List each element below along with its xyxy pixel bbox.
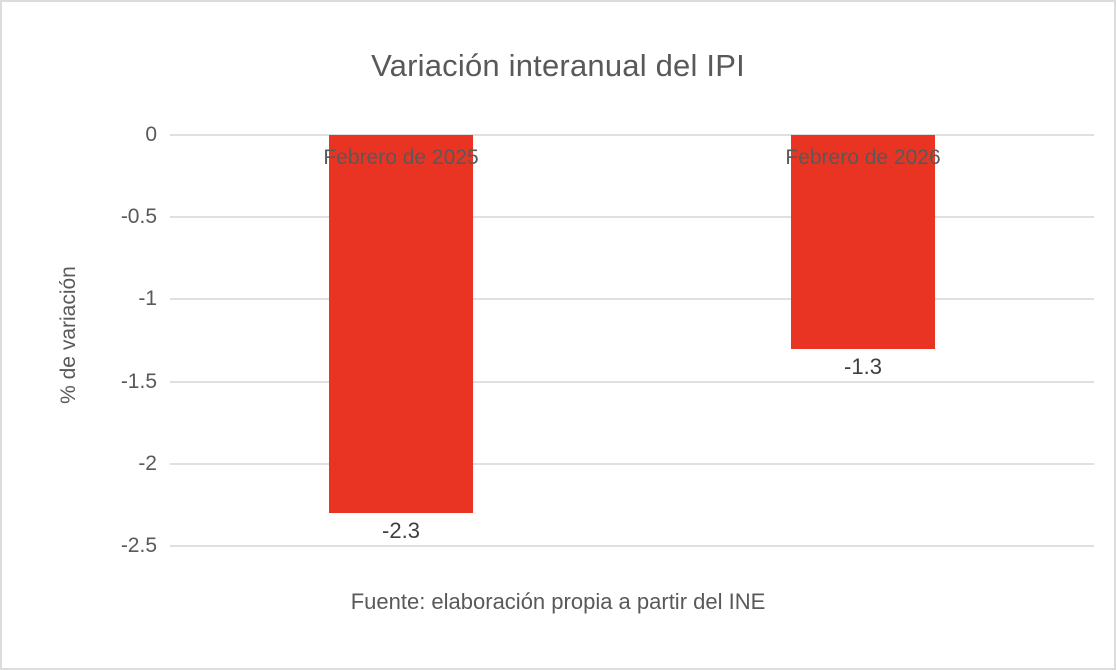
bar-2 (791, 135, 935, 349)
data-label: -1.3 (844, 353, 882, 379)
y-tick-label: -2 (138, 451, 157, 475)
chart-footer: Fuente: elaboración propia a partir del … (350, 589, 766, 614)
gridline (170, 134, 1094, 136)
gridline (170, 545, 1094, 547)
y-tick-label: -2.5 (120, 534, 157, 557)
gridline (170, 216, 1094, 219)
data-label: -2.3 (382, 518, 420, 544)
y-tick-label: 0 (145, 123, 157, 146)
category-label: Febrero de 2025 (323, 146, 479, 169)
bar-1 (329, 135, 473, 514)
plot-area: Febrero de 2025 -2.3 Febrero de 2026 -1.3 (170, 134, 1094, 547)
gridline (170, 298, 1094, 301)
category-label: Febrero de 2026 (785, 146, 941, 169)
y-tick-label: -1 (138, 287, 157, 311)
y-tick-label: -0.5 (120, 205, 157, 229)
y-tick-label: -1.5 (120, 369, 157, 393)
gridline (170, 462, 1094, 465)
chart-title: Variación interanual del IPI (371, 48, 745, 83)
gridline (170, 380, 1094, 383)
